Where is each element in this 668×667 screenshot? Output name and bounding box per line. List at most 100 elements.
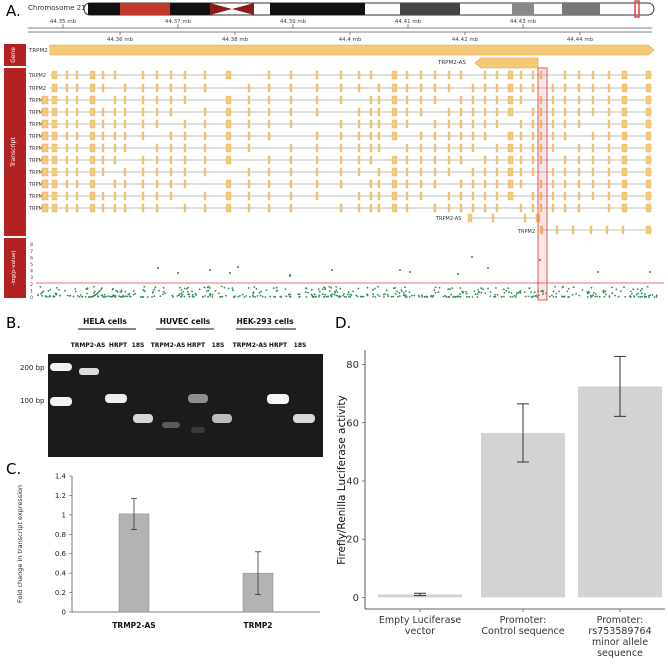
pvalue-dot bbox=[103, 293, 106, 296]
exon bbox=[539, 70, 543, 80]
pvalue-dot bbox=[378, 295, 381, 297]
pvalue-dot bbox=[374, 287, 376, 290]
band-huvec-hrpt bbox=[188, 394, 208, 403]
pvalue-dot bbox=[177, 272, 179, 274]
pvalue-dot bbox=[500, 295, 503, 298]
pvalue-dot bbox=[180, 289, 183, 291]
exon bbox=[41, 179, 49, 189]
exon bbox=[519, 95, 523, 105]
exon bbox=[405, 107, 409, 117]
exon bbox=[483, 191, 487, 201]
band-hela-hrpt bbox=[105, 394, 127, 403]
pvalue-dot bbox=[275, 289, 278, 292]
exon bbox=[123, 191, 127, 201]
exon bbox=[267, 203, 271, 213]
exon bbox=[339, 167, 343, 177]
exon bbox=[405, 155, 409, 165]
pvalue-dot bbox=[628, 295, 631, 297]
exon bbox=[621, 119, 628, 129]
pvalue-dot bbox=[558, 290, 561, 293]
exon bbox=[645, 143, 652, 153]
exon bbox=[539, 95, 543, 105]
exon bbox=[607, 155, 611, 165]
bottom-tick-label: 44.44 mb bbox=[567, 37, 594, 43]
exon bbox=[607, 203, 611, 213]
exon bbox=[339, 143, 343, 153]
pvalue-dot bbox=[633, 295, 635, 297]
exon bbox=[267, 83, 271, 93]
pvalue-dot bbox=[433, 289, 436, 291]
pvalue-dot bbox=[551, 294, 553, 297]
x-tick-label: Empty Luciferase bbox=[379, 615, 462, 626]
pvalue-dot bbox=[645, 295, 648, 298]
exon bbox=[519, 203, 523, 213]
pvalue-dot bbox=[141, 295, 144, 298]
pvalue-dot bbox=[418, 296, 421, 298]
exon bbox=[391, 167, 398, 177]
exon bbox=[447, 70, 451, 80]
exon bbox=[377, 167, 381, 177]
exon bbox=[141, 155, 145, 165]
pvalue-dot bbox=[519, 291, 522, 294]
exon bbox=[495, 155, 499, 165]
transcript-label: TRPM2 bbox=[28, 182, 46, 188]
exon bbox=[75, 70, 79, 80]
pvalue-dot bbox=[66, 294, 69, 297]
pvalue-dot bbox=[77, 295, 79, 297]
x-tick-label: Control sequence bbox=[481, 626, 564, 637]
exon bbox=[447, 83, 451, 93]
pvalue-dot bbox=[231, 287, 234, 290]
pvalue-dot bbox=[164, 292, 167, 295]
pvalue-dot bbox=[243, 296, 246, 298]
pvalue-tick-label: 7 bbox=[30, 249, 33, 255]
exon bbox=[645, 119, 652, 129]
pvalue-dot bbox=[151, 291, 154, 294]
top-axis: 44.35 mb 44.37 mb 44.39 mb 44.41 mb 44.43 mb… bbox=[28, 19, 652, 43]
lane-label: TRMP2-AS bbox=[71, 342, 106, 349]
exon bbox=[41, 155, 49, 165]
pvalue-dot bbox=[305, 287, 307, 290]
pvalue-dot bbox=[151, 296, 153, 298]
pvalue-dot bbox=[93, 290, 96, 293]
pvalue-dot bbox=[183, 295, 186, 298]
exon bbox=[607, 167, 611, 177]
exon bbox=[289, 95, 293, 105]
exon bbox=[101, 83, 105, 93]
pvalue-dot bbox=[305, 296, 308, 298]
exon bbox=[75, 107, 79, 117]
exon bbox=[89, 167, 96, 177]
exon bbox=[169, 70, 173, 80]
pvalue-dot bbox=[176, 295, 179, 297]
exon bbox=[459, 143, 463, 153]
exon bbox=[357, 143, 361, 153]
pvalue-dot bbox=[44, 295, 47, 297]
pvalue-dot bbox=[162, 293, 164, 296]
exon bbox=[113, 155, 117, 165]
exon bbox=[123, 95, 127, 105]
exon bbox=[169, 179, 173, 189]
exon bbox=[607, 70, 611, 80]
exon bbox=[419, 107, 423, 117]
pvalue-dot bbox=[211, 293, 214, 296]
exon bbox=[607, 179, 611, 189]
pvalue-dot bbox=[540, 290, 543, 292]
pvalue-dot bbox=[273, 295, 275, 298]
pvalue-dot bbox=[413, 294, 416, 297]
top-tick-label: 44.43 mb bbox=[510, 19, 537, 25]
pvalue-dot bbox=[465, 290, 467, 293]
pvalue-dot bbox=[602, 289, 605, 292]
exon bbox=[101, 155, 105, 165]
pvalue-dot bbox=[592, 291, 595, 294]
pvalue-dot bbox=[209, 287, 211, 289]
pvalue-dot bbox=[595, 293, 597, 295]
pvalue-dot bbox=[275, 286, 278, 289]
exon bbox=[101, 70, 105, 80]
y-tick-label: 0.8 bbox=[55, 531, 66, 539]
exon bbox=[51, 107, 58, 117]
exon bbox=[607, 83, 611, 93]
exon bbox=[605, 225, 609, 235]
pvalue-dot bbox=[298, 293, 301, 296]
pvalue-dot bbox=[632, 288, 635, 290]
exon bbox=[483, 167, 487, 177]
